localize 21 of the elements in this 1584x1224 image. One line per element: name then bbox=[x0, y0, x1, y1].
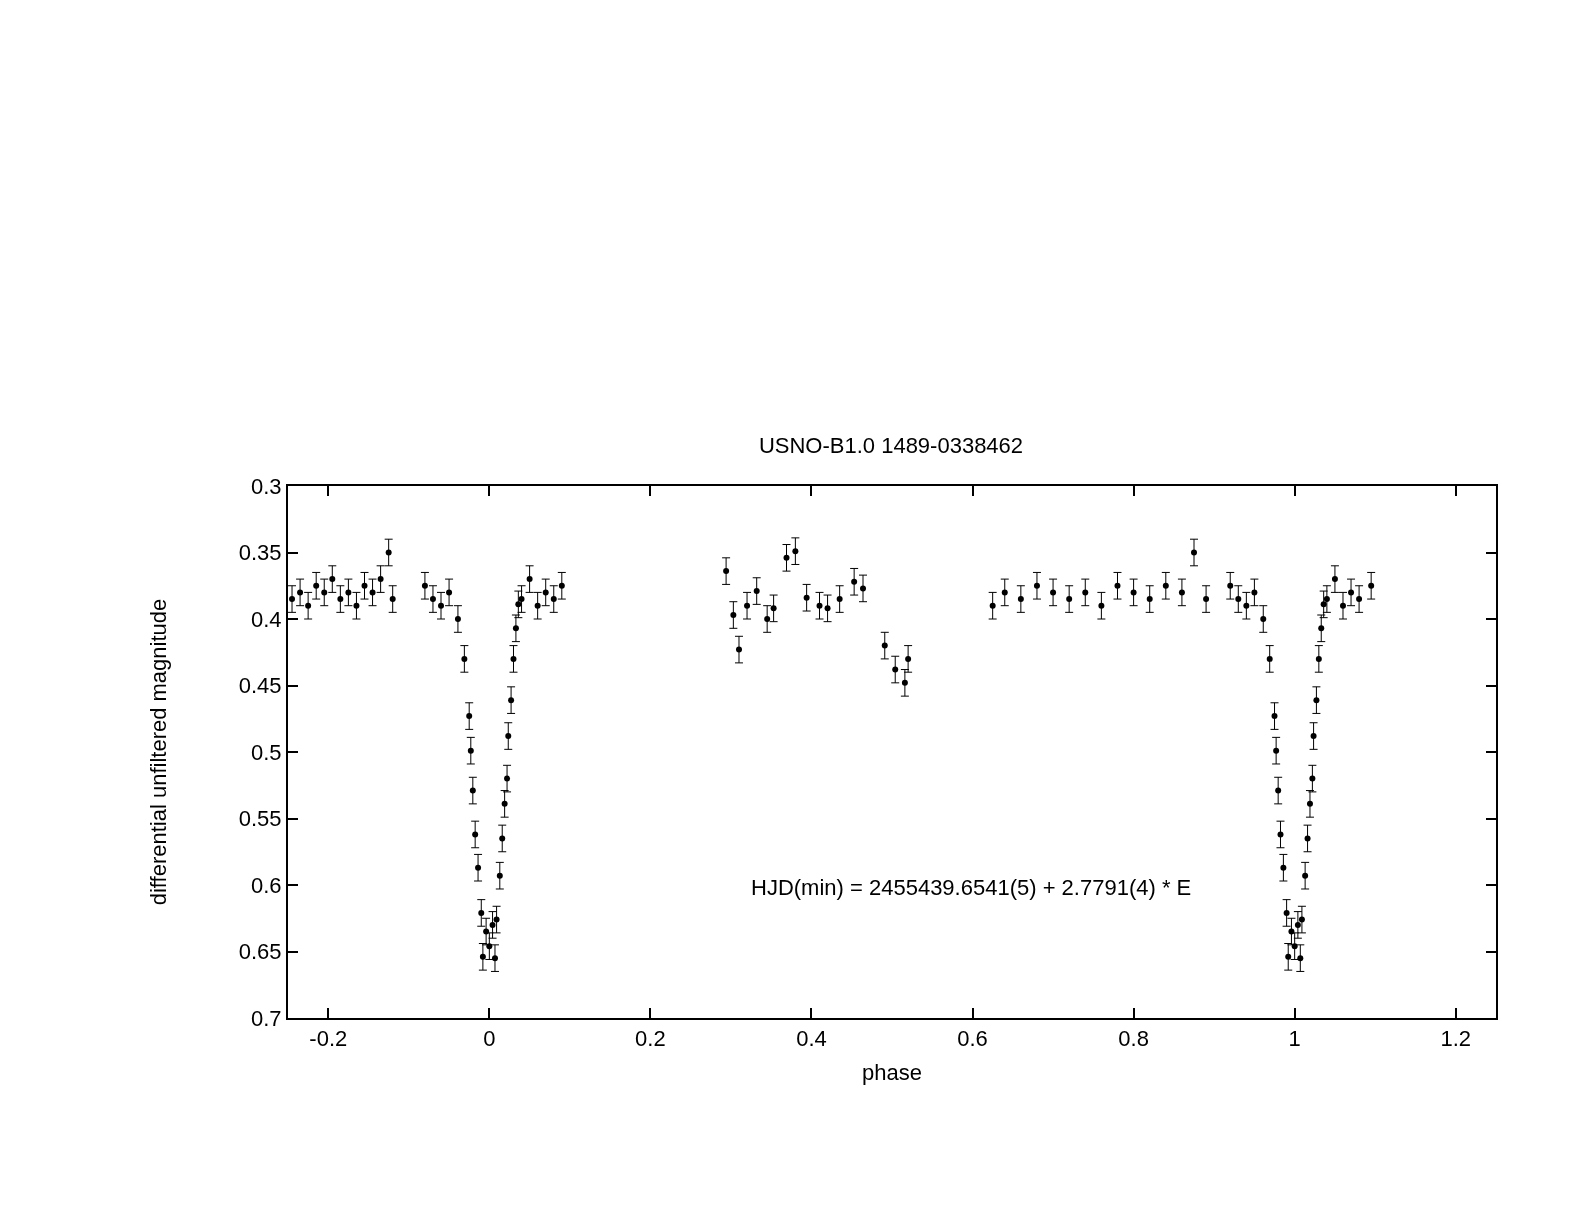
x-tick-label: 1.2 bbox=[1440, 1026, 1472, 1052]
y-axis-title: differential unfiltered magnitude bbox=[146, 598, 172, 906]
y-tick-label: 0.55 bbox=[238, 806, 282, 832]
x-tick-label: 0.4 bbox=[796, 1026, 827, 1052]
y-tick-label: 0.7 bbox=[251, 1005, 282, 1031]
x-tick-label: 1 bbox=[1288, 1026, 1301, 1052]
y-tick-label: 0.35 bbox=[238, 540, 282, 566]
y-tick-label: 0.3 bbox=[251, 473, 282, 499]
y-tick-label: 0.45 bbox=[238, 673, 282, 699]
y-tick-label: 0.4 bbox=[251, 606, 282, 632]
x-tick-label: 0.2 bbox=[635, 1026, 666, 1052]
y-tick-label: 0.6 bbox=[251, 872, 282, 898]
y-tick-label: 0.65 bbox=[238, 939, 282, 965]
x-axis-title: phase bbox=[862, 1059, 922, 1085]
x-tick-label: -0.2 bbox=[309, 1026, 348, 1052]
chart-title: USNO-B1.0 1489-0338462 bbox=[758, 432, 1024, 458]
x-tick-label: 0.6 bbox=[957, 1026, 988, 1052]
y-tick-label: 0.5 bbox=[251, 739, 282, 765]
annotation: HJD(min) = 2455439.6541(5) + 2.7791(4) * E bbox=[751, 875, 1192, 900]
x-tick-label: 0.8 bbox=[1118, 1026, 1149, 1052]
x-tick-label: 0 bbox=[483, 1026, 496, 1052]
